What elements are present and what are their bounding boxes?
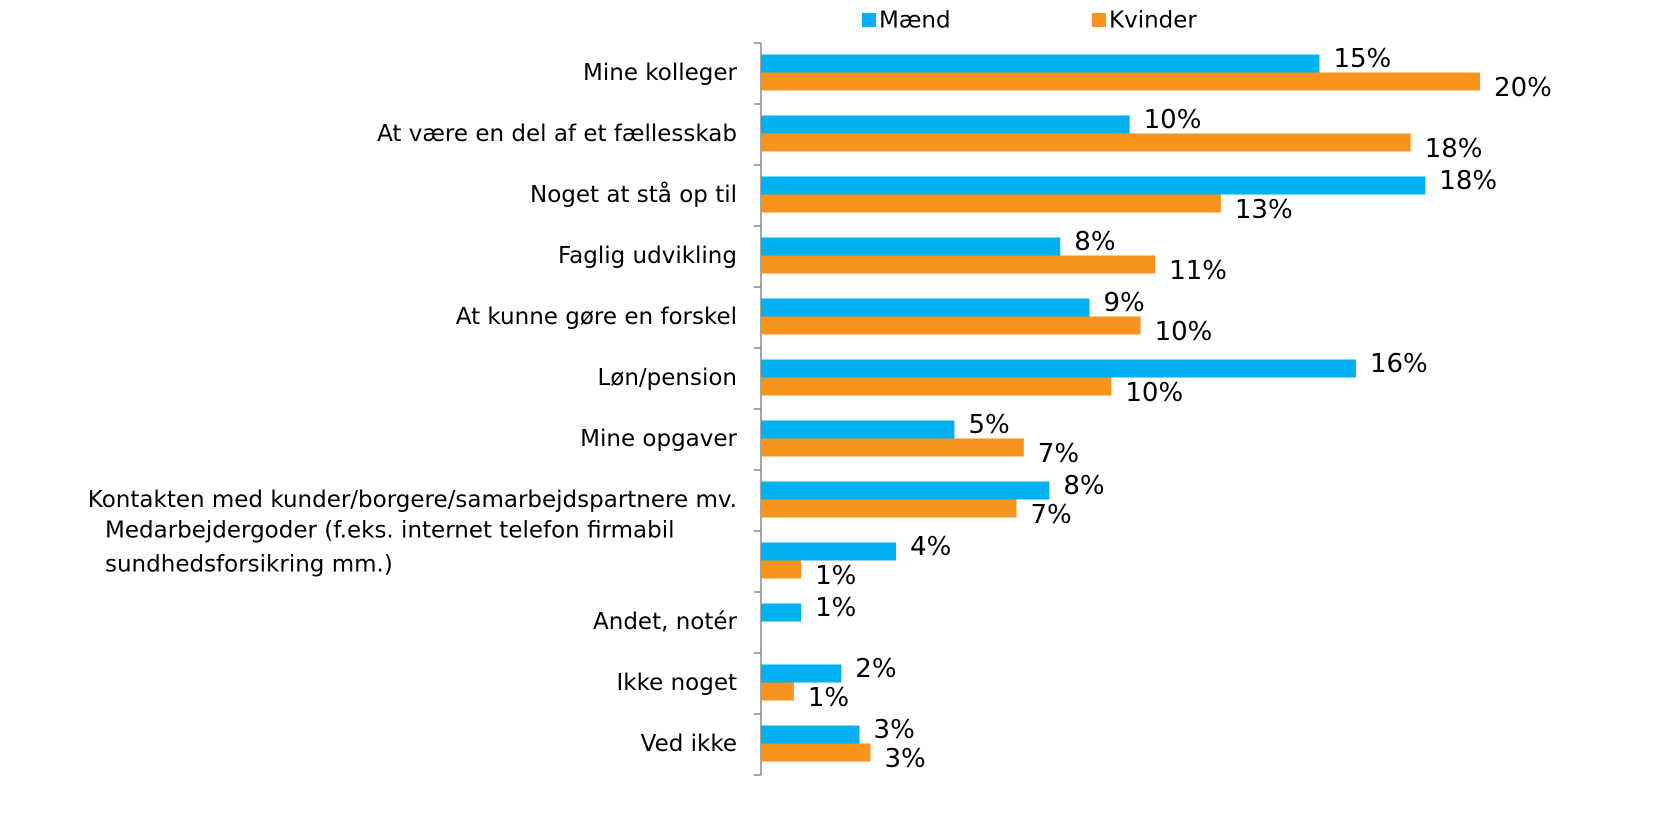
- legend-swatch: [1092, 13, 1106, 27]
- data-label: 3%: [874, 715, 915, 745]
- bar: [761, 603, 802, 622]
- bar: [761, 560, 802, 579]
- bar: [761, 682, 794, 701]
- bar: [761, 438, 1024, 457]
- y-tick-label: Ikke noget: [617, 670, 737, 696]
- bar: [761, 420, 955, 439]
- y-tick-label: Mine opgaver: [580, 426, 737, 452]
- data-label: 1%: [815, 593, 856, 623]
- data-label: 18%: [1425, 134, 1483, 164]
- data-label: 5%: [968, 410, 1009, 440]
- bar: [761, 725, 860, 744]
- y-tick-label: Faglig udvikling: [558, 243, 737, 269]
- data-label: 8%: [1074, 227, 1115, 257]
- bar: [761, 542, 897, 561]
- y-tick-label: Noget at stå op til: [530, 180, 737, 208]
- data-label: 10%: [1125, 378, 1183, 408]
- legend-swatch: [862, 13, 876, 27]
- data-label: 3%: [885, 744, 926, 774]
- bar: [761, 194, 1221, 213]
- data-label: 1%: [808, 683, 849, 713]
- legend-label: Kvinder: [1109, 8, 1197, 34]
- data-label: 2%: [855, 654, 896, 684]
- bar: [761, 255, 1156, 274]
- y-tick-label: Ved ikke: [641, 731, 737, 757]
- bar: [761, 72, 1481, 91]
- data-label: 20%: [1494, 73, 1552, 103]
- data-label: 10%: [1155, 317, 1213, 347]
- data-label: 13%: [1235, 195, 1293, 225]
- bar: [761, 359, 1356, 378]
- y-tick-label: Løn/pension: [597, 365, 737, 391]
- bar: [761, 298, 1090, 317]
- bar: [761, 133, 1411, 152]
- bar: [761, 54, 1320, 73]
- y-tick-label: Mine kolleger: [583, 60, 738, 86]
- legend-label: Mænd: [879, 8, 951, 34]
- y-tick-label: Andet, notér: [593, 609, 738, 635]
- y-tick-label: At kunne gøre en forskel: [456, 304, 737, 330]
- bar: [761, 176, 1426, 195]
- y-tick-label: Kontakten med kunder/borgere/samarbejdsp…: [88, 487, 737, 513]
- data-label: 9%: [1104, 288, 1145, 318]
- bar: [761, 743, 871, 762]
- data-label: 10%: [1144, 105, 1202, 135]
- data-label: 15%: [1333, 44, 1391, 74]
- y-tick-label: Medarbejdergoder (f.eks. internet telefo…: [105, 517, 675, 577]
- data-label: 11%: [1169, 256, 1227, 286]
- data-label: 7%: [1038, 439, 1079, 469]
- y-tick-label: At være en del af et fællesskab: [377, 121, 737, 147]
- bar: [761, 664, 842, 683]
- data-label: 18%: [1439, 166, 1497, 196]
- data-label: 7%: [1031, 500, 1072, 530]
- bar: [761, 499, 1017, 518]
- data-label: 16%: [1370, 349, 1428, 379]
- data-label: 1%: [815, 561, 856, 591]
- bar: [761, 115, 1130, 134]
- bar: [761, 237, 1061, 256]
- data-label: 8%: [1063, 471, 1104, 501]
- bar: [761, 481, 1050, 500]
- bar: [761, 316, 1141, 335]
- data-label: 4%: [910, 532, 951, 562]
- bar: [761, 377, 1112, 396]
